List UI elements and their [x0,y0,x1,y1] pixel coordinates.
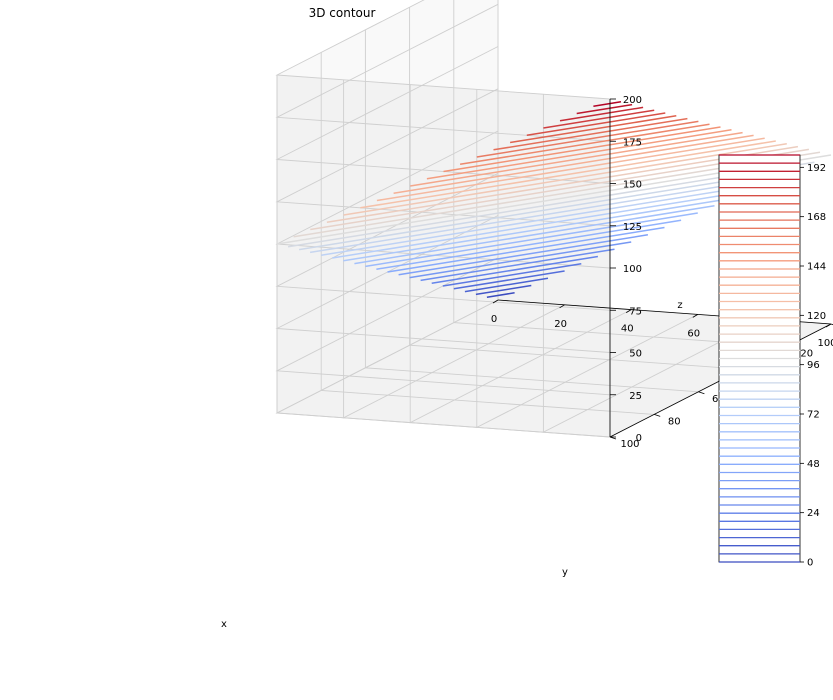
contour-line [486,292,515,298]
gridline-z [275,299,611,438]
z-tick-label: 150 [623,180,642,191]
contour-line [376,137,765,202]
y-tick [698,391,705,395]
contour-line [576,103,633,115]
z-tick-label: 25 [629,391,642,402]
contour-line [343,143,787,216]
contour-line [593,101,622,108]
contour-line [309,175,782,254]
z-tick-label: 0 [636,433,642,444]
contour-line [332,190,748,259]
x-tick [559,304,565,309]
contour-line [526,112,666,137]
x-axis-label: x [221,619,227,630]
contour-line [475,284,532,296]
contour-line [453,270,565,290]
contour-line [365,212,698,268]
contour-line [464,277,549,293]
contour-line [343,197,732,262]
colorbar-tick-label: 24 [807,508,820,519]
y-tick-label: 100 [620,439,639,450]
contour-line [543,109,655,129]
z-tick-label: 100 [623,264,642,275]
gridline-z [275,215,611,353]
colorbar-tick-label: 192 [807,163,826,174]
contour-line [426,129,732,180]
x-tick [492,299,499,304]
contour-line [459,123,710,166]
y-tick [830,323,833,326]
z-tick-label: 200 [623,95,642,106]
contour-line [493,117,688,151]
contour-line [398,234,649,276]
gridline-z [275,3,611,142]
x-tick-label: 40 [621,324,634,335]
gridline-z [275,0,611,100]
contour-line [443,126,721,173]
contour-line [298,168,798,251]
contour-line [559,106,644,122]
x-tick-label: 20 [554,319,567,330]
colorbar-tick-label: 168 [807,212,826,223]
z-tick-label: 125 [623,222,642,233]
colorbar: 0 24 48 72 96 120 144 168 192 [718,154,826,569]
gridline-z [275,46,611,184]
contour-line [420,248,615,282]
y-tick-label: 20 [800,349,813,360]
x-tick [692,314,699,318]
z-tick-label: 50 [629,349,642,360]
x-tick [625,309,632,313]
x-tick-label: 100 [817,338,833,349]
contour-line [376,219,682,270]
z-tick-label: 175 [623,137,642,148]
z-axis-label: z [677,300,682,311]
contour-line [509,115,677,144]
z-tick-label: 75 [629,306,642,317]
gridline-z [275,257,611,396]
chart-title: 3D contour [309,6,376,20]
contour-line [360,140,776,209]
colorbar-tick-label: 144 [807,262,826,273]
y-tick [654,414,661,417]
colorbar-tick-label: 48 [807,459,820,470]
contour-line [409,241,632,279]
colorbar-tick-label: 0 [807,558,813,569]
x-tick-label: 0 [491,314,497,325]
colorbar-tick-label: 96 [807,360,820,371]
colorbar-tick-label: 72 [807,410,820,421]
colorbar-tick-label: 120 [807,311,826,322]
y-axis-label: y [562,567,568,578]
y-tick-label: 60 [712,394,725,405]
contour-line [354,205,715,265]
contour-line [442,263,582,287]
contour-line [387,226,665,273]
y-tick-label: 80 [668,416,681,427]
x-tick-label: 60 [687,328,700,339]
contour-line [321,183,765,256]
contour-line [476,120,699,158]
contour-line [431,255,599,284]
contour-line [410,131,743,187]
contour-line [393,134,754,194]
x-tick [825,323,832,328]
